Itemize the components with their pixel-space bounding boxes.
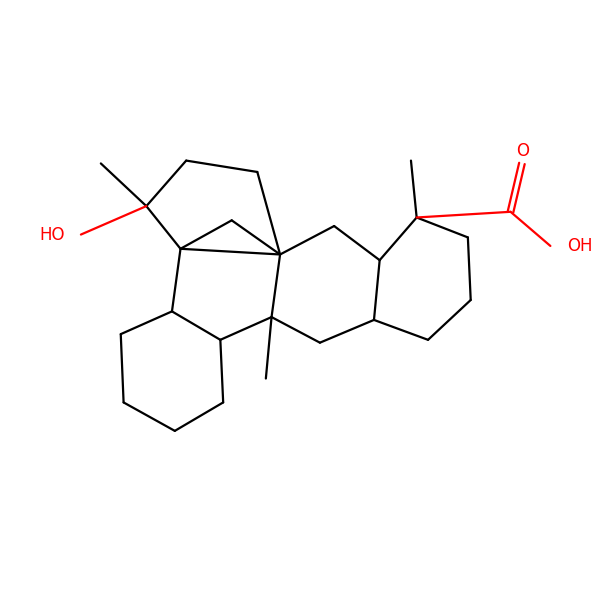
Text: OH: OH (568, 237, 593, 255)
Text: HO: HO (40, 226, 65, 244)
Text: O: O (517, 142, 530, 160)
